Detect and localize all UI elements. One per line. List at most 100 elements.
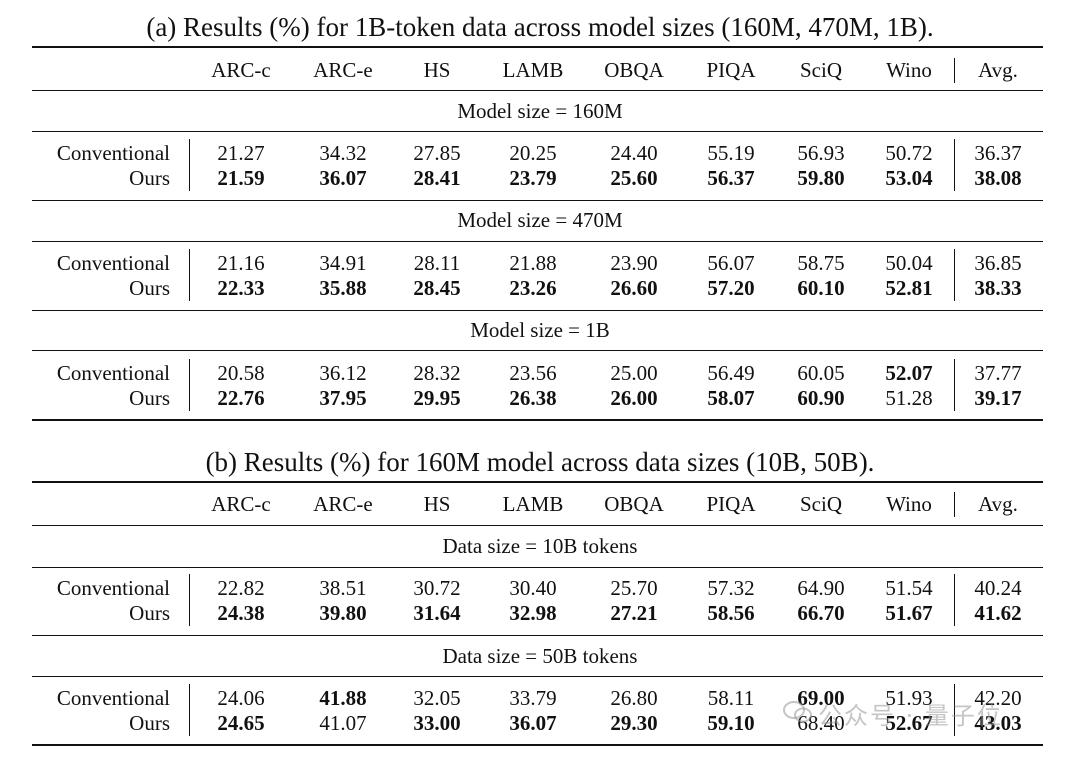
table_b-group-rule [32, 567, 1043, 569]
table_a-cell: 21.27 [217, 141, 265, 165]
table_b-col-header: Avg. [978, 492, 1018, 516]
table_b-col-header: ARC-c [211, 492, 271, 516]
table_a-cell: 38.33 [974, 276, 1022, 300]
table_a-cell: 27.85 [413, 141, 461, 165]
table_a-cell: 56.93 [797, 141, 845, 165]
table_a-cell: 21.59 [217, 166, 265, 190]
table_a-cell: 26.00 [610, 386, 658, 410]
table_a-cell: 28.45 [413, 276, 461, 300]
table_a-col-header: SciQ [800, 58, 842, 82]
table_a-cell: 50.04 [885, 251, 933, 275]
table_a-group-rule [32, 131, 1043, 133]
table_a-group-rule [32, 350, 1043, 352]
table_a-avg-separator [954, 249, 956, 301]
table_b-row-label: Conventional [56, 576, 170, 600]
table_a-cell: 23.90 [610, 251, 658, 275]
table_b-cell: 58.56 [707, 601, 755, 625]
table_a-col-header: Wino [886, 58, 932, 82]
wechat-logo-icon [783, 700, 813, 724]
table_b-cell: 41.62 [974, 601, 1022, 625]
table_b-cell: 57.32 [707, 576, 755, 600]
table_b-cell: 30.40 [509, 576, 557, 600]
table_a-cell: 23.26 [509, 276, 557, 300]
table_b-cell: 32.05 [413, 686, 461, 710]
table_b-cell: 51.93 [885, 686, 933, 710]
table_a-cell: 26.60 [610, 276, 658, 300]
table_a-cell: 21.16 [217, 251, 265, 275]
table_a-cell: 22.76 [217, 386, 265, 410]
table_b-col-header: LAMB [502, 492, 564, 516]
table_a-cell: 37.95 [319, 386, 367, 410]
table_b-col-header: PIQA [706, 492, 756, 516]
table_a-cell: 38.08 [974, 166, 1022, 190]
table_b-cell: 24.38 [217, 601, 265, 625]
table_a-cell: 23.79 [509, 166, 557, 190]
table_b-cell: 38.51 [319, 576, 367, 600]
watermark-text: 公众号 · 量子位 [818, 702, 1003, 730]
table_b-cell: 43.03 [974, 711, 1022, 735]
table_a-cell: 50.72 [885, 141, 933, 165]
table_a-col-header: OBQA [604, 58, 664, 82]
table_a-avg-separator [954, 359, 956, 411]
table_a-col-header: ARC-c [211, 58, 271, 82]
table_a-cell: 34.91 [319, 251, 367, 275]
table_b-label-separator [189, 574, 191, 626]
table_b-cell: 33.00 [413, 711, 461, 735]
table_a-cell: 55.19 [707, 141, 755, 165]
table_a-cell: 23.56 [509, 361, 557, 385]
table_a-top-rule [32, 46, 1043, 49]
table_a-header-avg-separator [954, 58, 956, 83]
table_a-col-header: Avg. [978, 58, 1018, 82]
table_b-row-label: Ours [129, 601, 170, 625]
table_a-row-label: Conventional [56, 141, 170, 165]
table_b-cell: 30.72 [413, 576, 461, 600]
table_a-group-end-rule [32, 419, 1043, 422]
table_a-cell: 58.75 [797, 251, 845, 275]
table_a-cell: 35.88 [319, 276, 367, 300]
table_a-col-header: PIQA [706, 58, 756, 82]
table_b-cell: 26.80 [610, 686, 658, 710]
table_b-header-rule [32, 525, 1043, 527]
table_a-cell: 26.38 [509, 386, 557, 410]
table_a-group-header: Model size = 1B [470, 318, 610, 342]
table_b-cell: 31.64 [413, 601, 461, 625]
table_b-cell: 41.88 [319, 686, 367, 710]
table_a-cell: 56.07 [707, 251, 755, 275]
table_a-group-header: Model size = 160M [457, 99, 623, 123]
table_b-cell: 32.98 [509, 601, 557, 625]
table_b-cell: 40.24 [974, 576, 1022, 600]
table_b-group-end-rule [32, 635, 1043, 637]
table_b-header-avg-separator [954, 492, 956, 517]
table_a-row-label: Ours [129, 166, 170, 190]
table_a-cell: 25.00 [610, 361, 658, 385]
table_a-cell: 36.12 [319, 361, 367, 385]
table_a-label-separator [189, 249, 191, 301]
table_a-cell: 22.33 [217, 276, 265, 300]
table_a-cell: 60.90 [797, 386, 845, 410]
table_a-cell: 59.80 [797, 166, 845, 190]
table_a-cell: 52.81 [885, 276, 933, 300]
table_a-cell: 36.37 [974, 141, 1022, 165]
table_a-cell: 24.40 [610, 141, 658, 165]
table_a-cell: 56.37 [707, 166, 755, 190]
table_b-cell: 22.82 [217, 576, 265, 600]
table_a-cell: 21.88 [509, 251, 557, 275]
table_b-row-label: Ours [129, 711, 170, 735]
table_a-cell: 28.11 [413, 251, 461, 275]
table_a-caption: (a) Results (%) for 1B-token data across… [146, 12, 934, 42]
table_b-col-header: Wino [886, 492, 932, 516]
table_b-group-rule [32, 676, 1043, 678]
table_b-cell: 25.70 [610, 576, 658, 600]
table_a-row-label: Conventional [56, 361, 170, 385]
table_a-cell: 20.25 [509, 141, 557, 165]
table_a-cell: 51.28 [885, 386, 933, 410]
table_a-cell: 53.04 [885, 166, 933, 190]
table_b-cell: 64.90 [797, 576, 845, 600]
table_a-group-rule [32, 241, 1043, 243]
table_a-cell: 37.77 [974, 361, 1022, 385]
table_b-col-header: HS [423, 492, 451, 516]
table_a-header-rule [32, 90, 1043, 92]
table_a-cell: 20.58 [217, 361, 265, 385]
table_a-cell: 56.49 [707, 361, 755, 385]
table_a-group-end-rule [32, 200, 1043, 202]
